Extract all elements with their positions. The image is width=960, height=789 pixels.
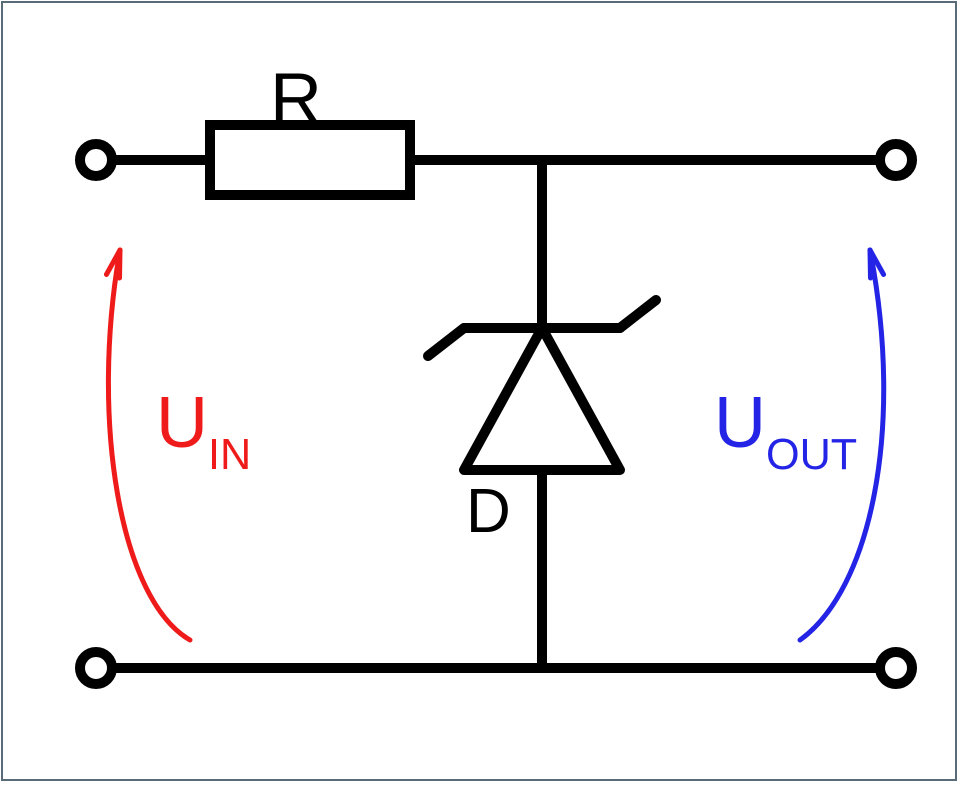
- label-uin-main: U: [156, 383, 208, 463]
- label-uin: UIN: [156, 382, 251, 473]
- label-uout-main: U: [714, 383, 766, 463]
- label-resistor: R: [270, 58, 322, 140]
- diagram-root: R D UIN UOUT: [0, 0, 960, 789]
- label-uout-sub: OUT: [766, 431, 857, 479]
- label-diode: D: [466, 476, 511, 547]
- label-uin-sub: IN: [208, 431, 251, 479]
- label-resistor-text: R: [270, 59, 322, 139]
- label-uout: UOUT: [714, 382, 857, 473]
- label-diode-text: D: [466, 477, 511, 546]
